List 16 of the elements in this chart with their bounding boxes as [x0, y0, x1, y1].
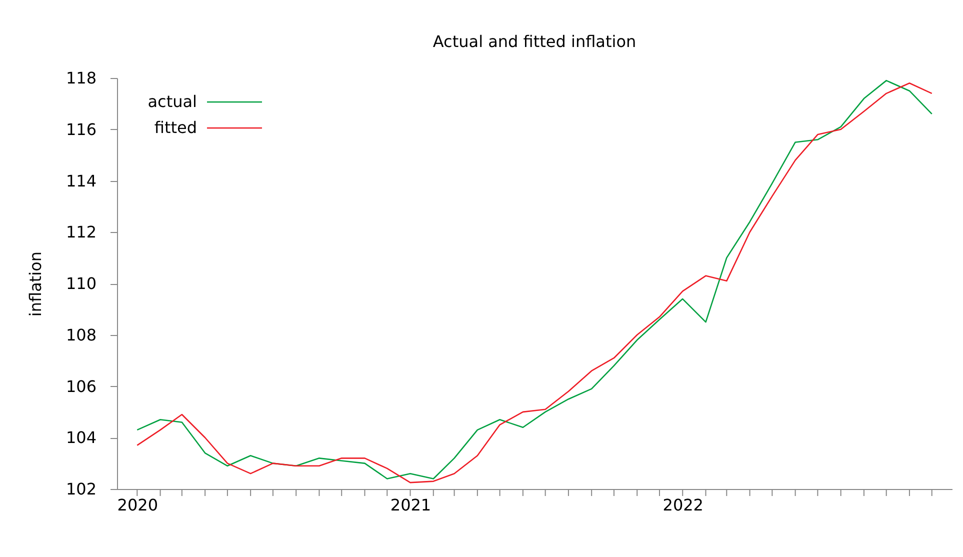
y-tick-label: 104: [66, 428, 96, 448]
y-tick-label: 110: [66, 274, 96, 293]
y-tick-label: 112: [66, 222, 96, 242]
y-tick-label: 102: [66, 480, 96, 498]
y-axis-title: inflation: [26, 251, 45, 317]
legend-label: fitted: [154, 118, 197, 137]
y-tick-label: 106: [66, 376, 96, 396]
y-tick-label: 116: [66, 120, 96, 139]
y-tick-label: 114: [66, 171, 96, 190]
y-tick-label: 118: [66, 68, 96, 88]
legend-label: actual: [148, 92, 197, 111]
x-tick-label: 2020: [117, 496, 158, 514]
y-tick-label: 108: [66, 325, 96, 344]
x-tick-label: 2022: [662, 496, 704, 514]
chart-title: Actual and fitted inflation: [432, 32, 636, 51]
x-tick-label: 2021: [390, 496, 432, 514]
